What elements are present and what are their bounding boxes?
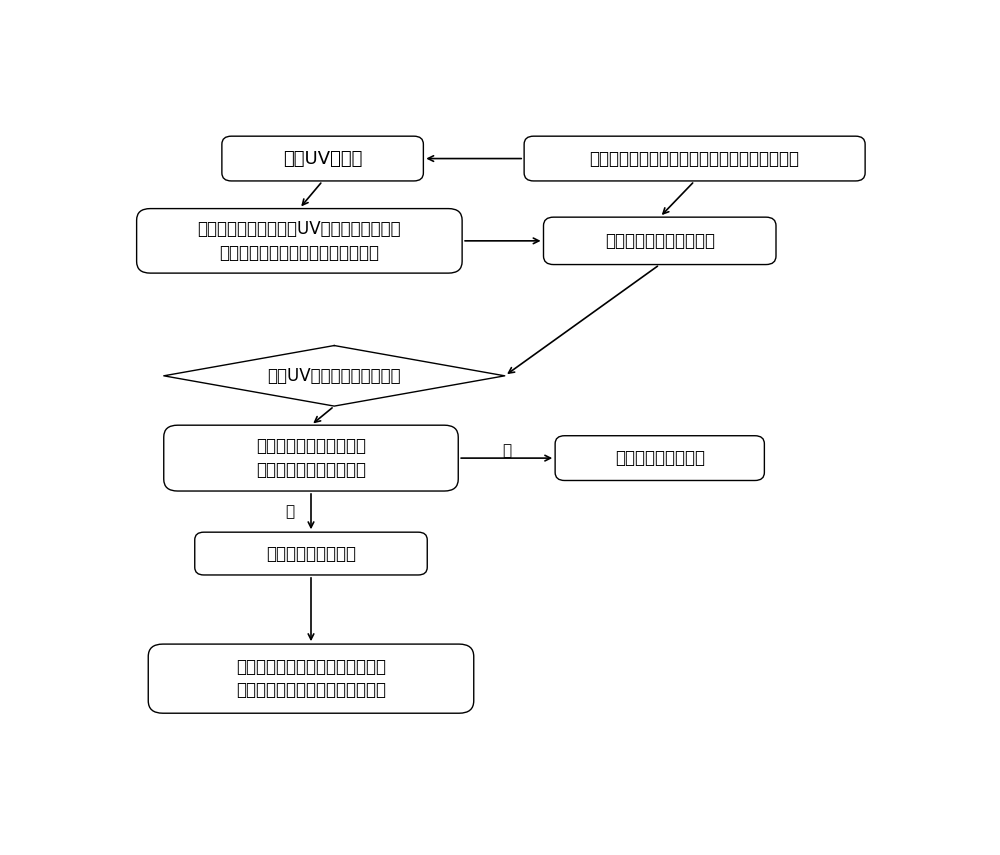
FancyBboxPatch shape [137,209,462,273]
Polygon shape [164,345,505,406]
Text: 比对样品图像与预设图像: 比对样品图像与预设图像 [605,232,715,250]
FancyBboxPatch shape [195,532,427,575]
Text: 提取UV漆样本: 提取UV漆样本 [283,150,362,168]
Text: 喷涂废气经固化灯管照射固化后排
出，固化后颗粒通过过滤机构拦截: 喷涂废气经固化灯管照射固化后排 出，固化后颗粒通过过滤机构拦截 [236,657,386,699]
FancyBboxPatch shape [222,136,423,181]
Text: 确定UV漆固化所需波长范围: 确定UV漆固化所需波长范围 [267,367,401,385]
FancyBboxPatch shape [544,217,776,264]
Text: 控制该固化灯管熄灭: 控制该固化灯管熄灭 [615,449,705,467]
Text: 判断每一固化灯管的主波
峰是否处于上述波长范围: 判断每一固化灯管的主波 峰是否处于上述波长范围 [256,437,366,479]
Text: 是: 是 [285,504,294,519]
Text: 获取紫外光源直射的成像数据，储存为预设图像: 获取紫外光源直射的成像数据，储存为预设图像 [590,150,800,168]
FancyBboxPatch shape [524,136,865,181]
Text: 否: 否 [502,443,511,457]
FancyBboxPatch shape [555,436,764,481]
Text: 获取紫外光源依次穿透UV漆样本、特定波长
透过片的成像数据，储存为样品图像: 获取紫外光源依次穿透UV漆样本、特定波长 透过片的成像数据，储存为样品图像 [198,220,401,262]
FancyBboxPatch shape [148,644,474,713]
FancyBboxPatch shape [164,425,458,491]
Text: 控制该固化灯管点亮: 控制该固化灯管点亮 [266,545,356,563]
